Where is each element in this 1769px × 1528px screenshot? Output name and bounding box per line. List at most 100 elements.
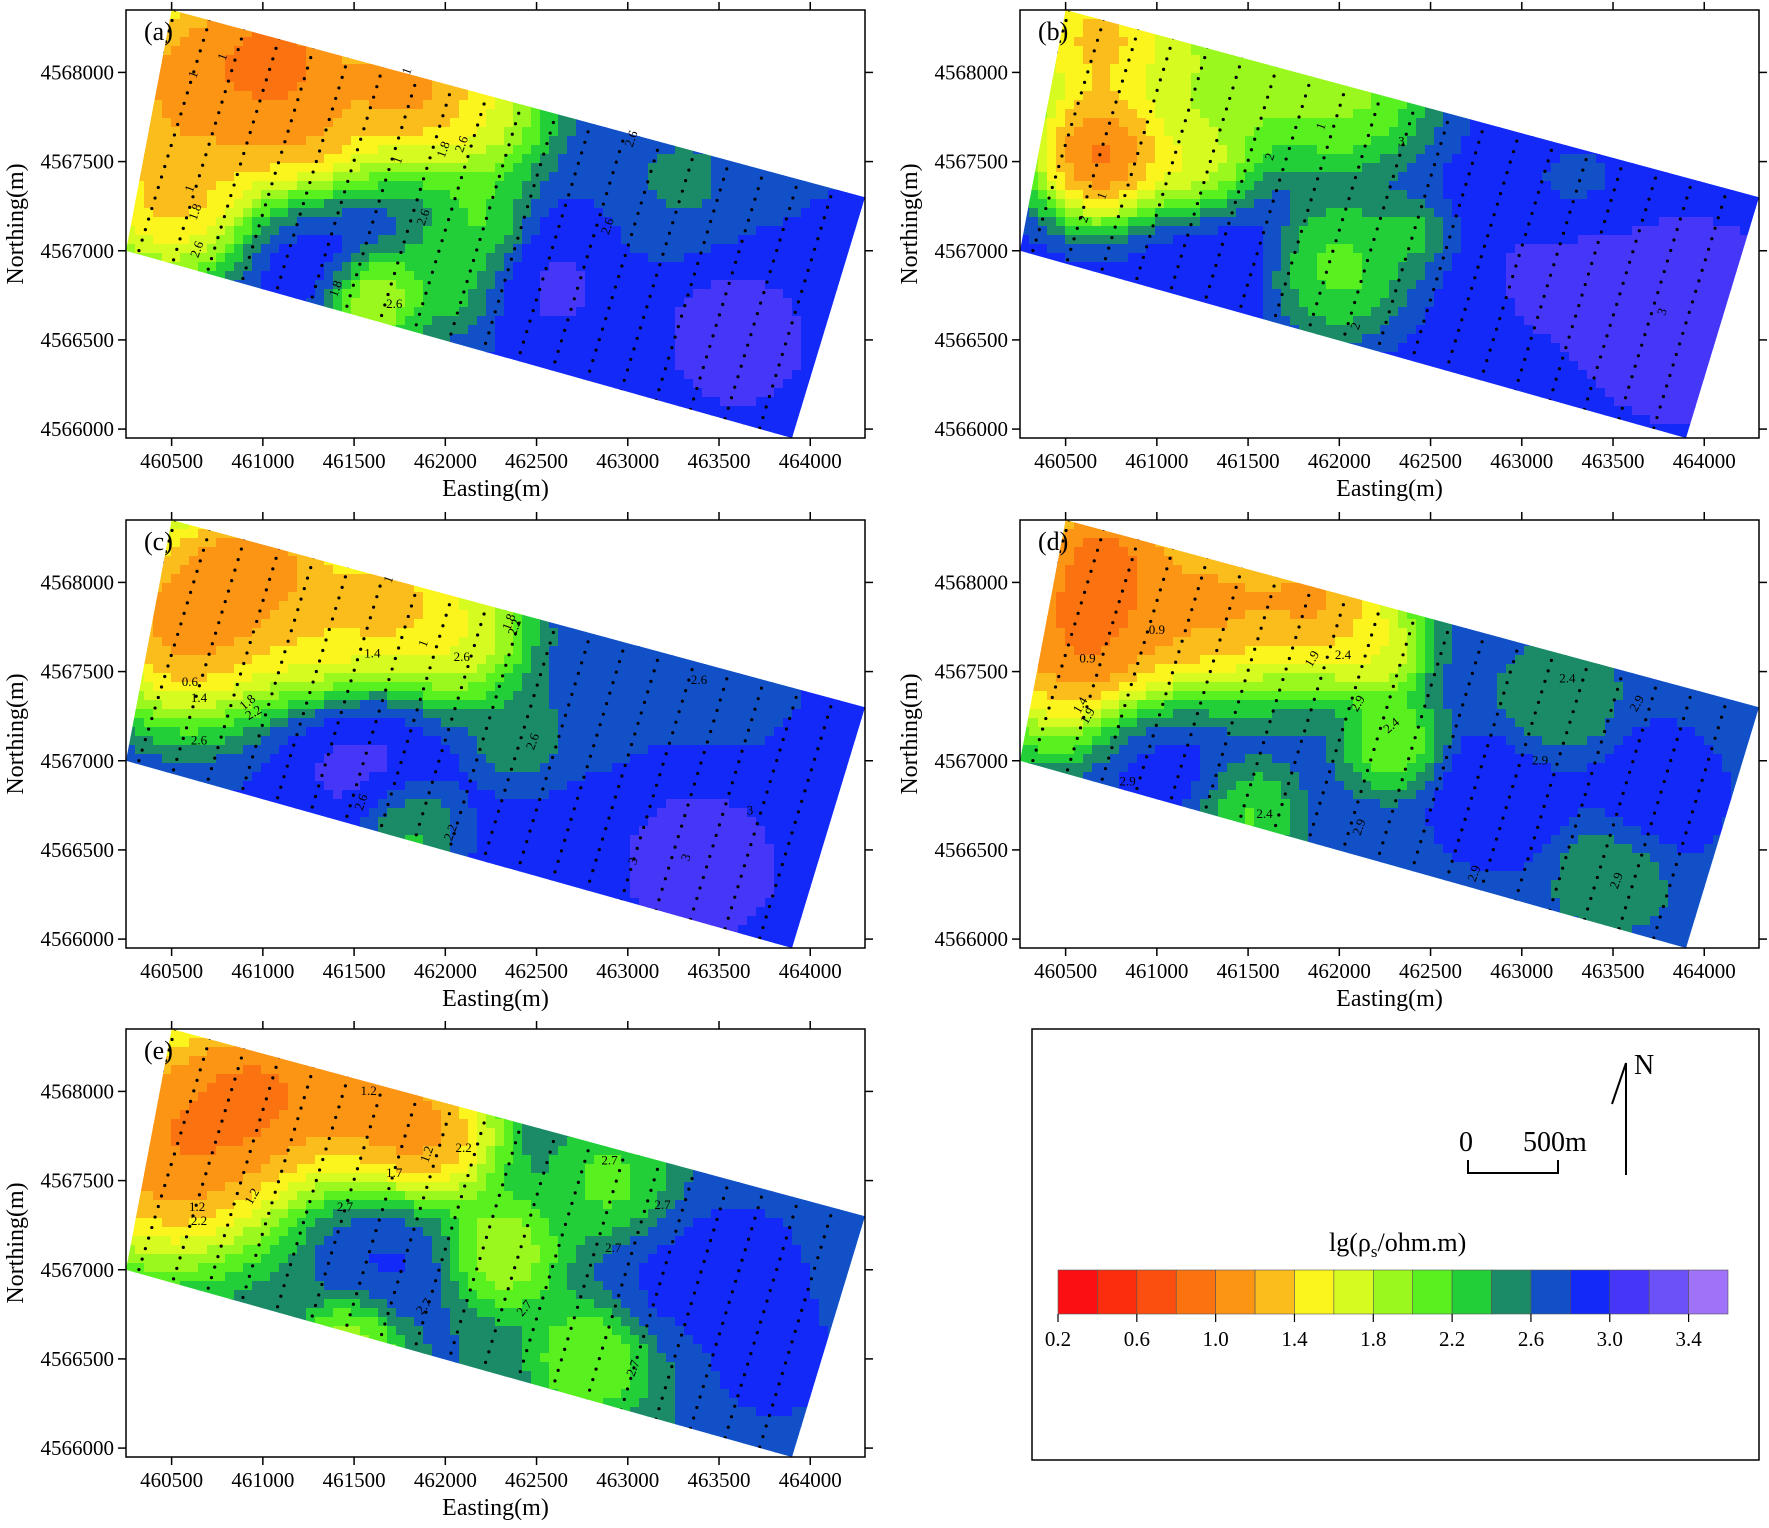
field-cell	[414, 280, 424, 290]
field-cell	[774, 316, 784, 326]
field-cell	[486, 397, 496, 407]
field-cell	[234, 388, 244, 398]
field-cell	[1398, 55, 1408, 65]
field-cell	[558, 163, 568, 173]
field-cell	[414, 289, 424, 299]
field-cell	[675, 415, 685, 425]
field-cell	[333, 118, 343, 128]
field-cell	[756, 244, 766, 254]
field-cell	[279, 10, 289, 20]
field-cell	[639, 235, 649, 245]
field-cell	[351, 379, 361, 389]
field-cell	[432, 37, 442, 47]
field-cell	[135, 145, 145, 155]
field-cell	[621, 28, 631, 38]
field-cell	[621, 298, 631, 308]
field-cell	[423, 199, 433, 209]
field-cell	[153, 298, 163, 308]
field-cell	[234, 55, 244, 65]
field-cell	[846, 145, 856, 155]
field-cell	[810, 397, 820, 407]
field-cell	[1470, 64, 1480, 74]
field-cell	[531, 253, 541, 263]
field-cell	[666, 10, 676, 20]
field-cell	[720, 190, 730, 200]
field-cell	[657, 352, 667, 362]
field-cell	[729, 19, 739, 29]
field-cell	[720, 316, 730, 326]
field-cell	[756, 406, 766, 416]
field-cell	[1668, 19, 1678, 29]
field-cell	[396, 262, 406, 272]
field-cell	[297, 118, 307, 128]
field-cell	[207, 415, 217, 425]
field-cell	[1443, 73, 1453, 83]
field-cell	[261, 298, 271, 308]
field-cell	[621, 172, 631, 182]
field-cell	[351, 217, 361, 227]
field-cell	[666, 46, 676, 56]
field-cell	[450, 127, 460, 137]
field-cell	[783, 397, 793, 407]
field-cell	[1398, 28, 1408, 38]
field-cell	[216, 235, 226, 245]
field-cell	[1128, 10, 1138, 20]
field-cell	[261, 235, 271, 245]
field-cell	[180, 370, 190, 380]
field-cell	[1551, 19, 1561, 29]
field-cell	[630, 361, 640, 371]
field-cell	[333, 244, 343, 254]
field-cell	[738, 280, 748, 290]
field-cell	[261, 316, 271, 326]
field-cell	[738, 10, 748, 20]
field-cell	[441, 397, 451, 407]
field-cell	[1632, 55, 1642, 65]
field-cell	[468, 352, 478, 362]
field-cell	[450, 307, 460, 317]
field-cell	[828, 235, 838, 245]
field-cell	[801, 289, 811, 299]
field-cell	[342, 253, 352, 263]
field-cell	[162, 379, 172, 389]
field-cell	[522, 235, 532, 245]
field-cell	[666, 415, 676, 425]
field-cell	[522, 55, 532, 65]
field-cell	[594, 73, 604, 83]
field-cell	[513, 55, 523, 65]
field-cell	[585, 64, 595, 74]
field-cell	[576, 100, 586, 110]
field-cell	[846, 379, 856, 389]
field-cell	[1407, 10, 1417, 20]
field-cell	[405, 37, 415, 47]
field-cell	[1191, 64, 1201, 74]
field-cell	[810, 28, 820, 38]
field-cell	[783, 100, 793, 110]
field-cell	[774, 253, 784, 263]
field-cell	[558, 352, 568, 362]
field-cell	[1101, 73, 1111, 83]
field-cell	[225, 100, 235, 110]
field-cell	[675, 10, 685, 20]
field-cell	[252, 64, 262, 74]
field-cell	[396, 316, 406, 326]
field-cell	[792, 28, 802, 38]
field-cell	[855, 334, 865, 344]
field-cell	[135, 361, 145, 371]
field-cell	[504, 199, 514, 209]
field-cell	[126, 163, 136, 173]
field-cell	[531, 325, 541, 335]
field-cell	[378, 172, 388, 182]
field-cell	[441, 370, 451, 380]
field-cell	[711, 262, 721, 272]
field-cell	[684, 118, 694, 128]
field-cell	[675, 271, 685, 281]
field-cell	[1236, 91, 1246, 101]
field-cell	[126, 73, 136, 83]
field-cell	[378, 298, 388, 308]
field-cell	[369, 127, 379, 137]
field-cell	[198, 244, 208, 254]
field-cell	[360, 217, 370, 227]
field-cell	[792, 415, 802, 425]
field-cell	[468, 253, 478, 263]
field-cell	[675, 28, 685, 38]
